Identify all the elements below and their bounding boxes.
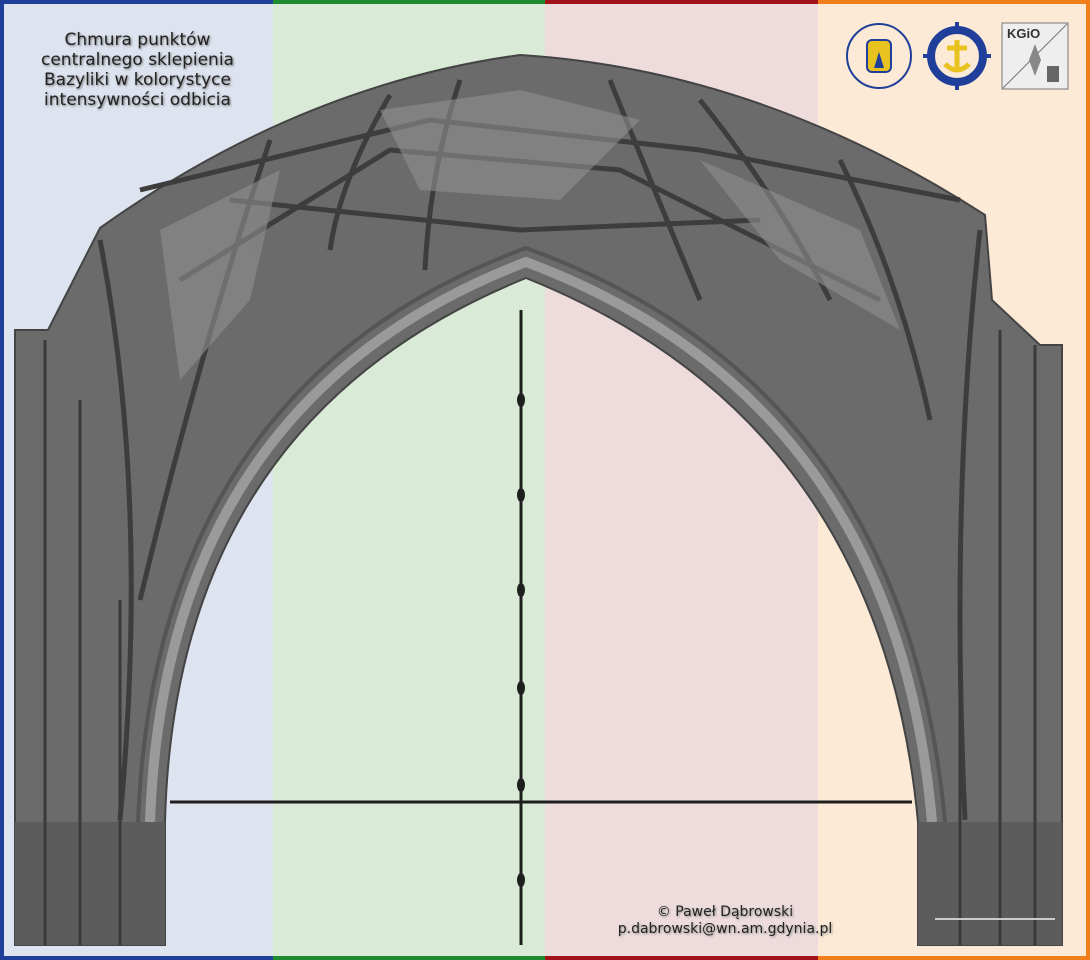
author-name: © Paweł Dąbrowski bbox=[656, 904, 794, 920]
title-line: Chmura punktów bbox=[64, 30, 211, 50]
vault-arch bbox=[14, 53, 1063, 946]
wydzial-nawigacyjny-logo bbox=[923, 22, 991, 90]
vault-highlights bbox=[160, 90, 900, 380]
author-email: p.dabrowski@wn.am.gdynia.pl bbox=[617, 921, 833, 937]
pole-beads bbox=[517, 393, 525, 887]
kgio-logo: KGiO bbox=[1001, 22, 1069, 90]
scale-bar bbox=[935, 918, 1055, 920]
title-line: Bazyliki w kolorystyce bbox=[44, 70, 231, 90]
logos: KGiO bbox=[845, 22, 1069, 90]
poster-title: Chmura punktów centralnego sklepienia Ba… bbox=[20, 30, 255, 110]
akademia-morska-gdynia-logo bbox=[846, 23, 912, 89]
svg-text:KGiO: KGiO bbox=[1007, 26, 1040, 41]
right-column-base bbox=[918, 822, 1062, 945]
credit: © Paweł Dąbrowski p.dabrowski@wn.am.gdyn… bbox=[600, 904, 850, 938]
left-column-base bbox=[15, 822, 165, 945]
inner-arch-molding bbox=[145, 256, 937, 823]
inner-arch-molding bbox=[136, 245, 947, 823]
title-line: intensywności odbicia bbox=[44, 90, 231, 110]
title-line: centralnego sklepienia bbox=[41, 50, 234, 70]
column-flutes bbox=[43, 330, 1037, 945]
